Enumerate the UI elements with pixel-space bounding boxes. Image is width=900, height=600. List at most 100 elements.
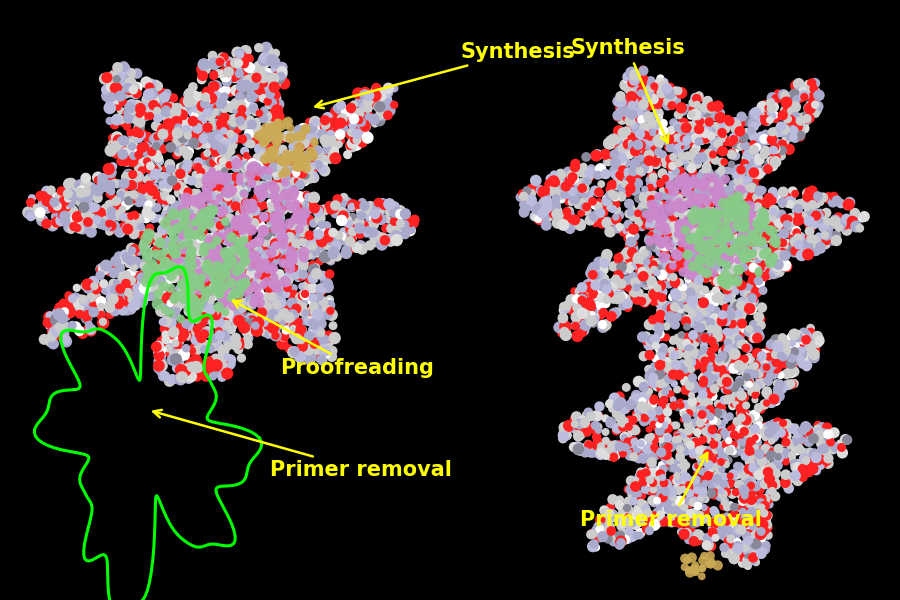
Point bbox=[190, 104, 204, 114]
Point bbox=[752, 211, 767, 220]
Point bbox=[234, 353, 248, 363]
Point bbox=[666, 214, 680, 224]
Point bbox=[224, 325, 238, 335]
Point bbox=[667, 371, 681, 380]
Point bbox=[291, 176, 305, 186]
Point bbox=[247, 88, 261, 98]
Point bbox=[231, 185, 246, 195]
Point bbox=[253, 167, 267, 176]
Point bbox=[264, 147, 278, 157]
Point bbox=[636, 100, 651, 109]
Point bbox=[592, 412, 607, 421]
Point bbox=[665, 202, 680, 211]
Point bbox=[675, 484, 689, 493]
Point bbox=[685, 292, 699, 301]
Point bbox=[669, 512, 683, 522]
Point bbox=[663, 517, 678, 527]
Point bbox=[198, 287, 212, 296]
Point bbox=[767, 263, 781, 273]
Point bbox=[60, 208, 75, 217]
Point bbox=[787, 367, 801, 376]
Point bbox=[234, 100, 248, 110]
Point bbox=[623, 258, 637, 268]
Point bbox=[142, 173, 157, 183]
Point bbox=[166, 175, 180, 184]
Point bbox=[108, 197, 122, 206]
Point bbox=[238, 235, 252, 245]
Point bbox=[628, 206, 643, 216]
Point bbox=[541, 190, 555, 200]
Point bbox=[122, 252, 137, 262]
Point bbox=[557, 423, 572, 433]
Point bbox=[203, 262, 218, 271]
Point bbox=[125, 98, 140, 107]
Point bbox=[800, 114, 814, 124]
Point bbox=[240, 248, 255, 257]
Point bbox=[155, 345, 169, 355]
Point bbox=[171, 340, 185, 350]
Point bbox=[794, 127, 808, 137]
Point bbox=[630, 476, 644, 486]
Point bbox=[156, 275, 170, 285]
Point bbox=[603, 202, 617, 211]
Point bbox=[217, 119, 231, 128]
Point bbox=[692, 356, 706, 365]
Point bbox=[680, 135, 694, 145]
Point bbox=[268, 224, 283, 233]
Point bbox=[149, 142, 164, 151]
Point bbox=[113, 91, 128, 101]
Point bbox=[748, 433, 762, 443]
Point bbox=[116, 77, 130, 86]
Point bbox=[690, 248, 705, 257]
Point bbox=[125, 276, 140, 286]
Point bbox=[617, 433, 632, 443]
Point bbox=[524, 196, 538, 205]
Point bbox=[770, 94, 784, 104]
Point bbox=[603, 515, 617, 524]
Point bbox=[736, 224, 751, 234]
Point bbox=[595, 444, 609, 454]
Point bbox=[670, 194, 685, 203]
Point bbox=[236, 217, 250, 227]
Point bbox=[241, 76, 256, 85]
Point bbox=[208, 243, 222, 253]
Point bbox=[681, 274, 696, 284]
Point bbox=[651, 149, 665, 158]
Point bbox=[746, 296, 760, 306]
Point bbox=[737, 493, 751, 503]
Point bbox=[791, 332, 806, 342]
Point bbox=[323, 154, 338, 164]
Point bbox=[146, 164, 160, 174]
Point bbox=[742, 553, 756, 562]
Point bbox=[720, 377, 734, 386]
Point bbox=[652, 329, 667, 338]
Point bbox=[76, 329, 90, 338]
Point bbox=[264, 125, 278, 135]
Point bbox=[560, 431, 574, 440]
Point bbox=[386, 211, 400, 220]
Point bbox=[110, 101, 124, 111]
Point bbox=[248, 137, 262, 147]
Point bbox=[716, 211, 731, 221]
Point bbox=[152, 350, 166, 360]
Point bbox=[644, 318, 658, 328]
Point bbox=[771, 219, 786, 229]
Point bbox=[587, 263, 601, 272]
Point bbox=[636, 513, 651, 523]
Point bbox=[177, 115, 192, 124]
Point bbox=[647, 295, 662, 305]
Point bbox=[749, 271, 763, 281]
Point bbox=[160, 214, 175, 224]
Point bbox=[720, 209, 734, 219]
Point bbox=[728, 326, 742, 336]
Point bbox=[739, 559, 753, 568]
Point bbox=[627, 70, 642, 80]
Point bbox=[642, 156, 656, 166]
Point bbox=[715, 428, 729, 437]
Point bbox=[174, 298, 188, 307]
Point bbox=[548, 200, 562, 210]
Point bbox=[556, 305, 571, 315]
Point bbox=[145, 292, 159, 301]
Point bbox=[785, 451, 799, 460]
Point bbox=[202, 356, 216, 366]
